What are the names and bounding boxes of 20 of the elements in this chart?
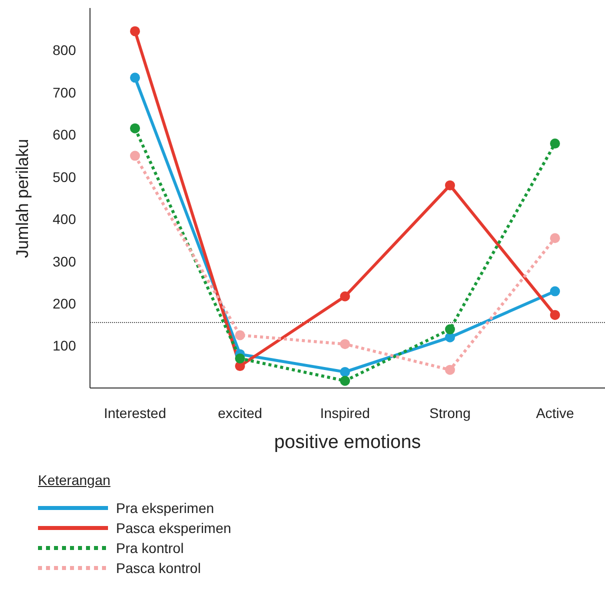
y-axis-title: Jumlah perilaku — [13, 138, 32, 258]
x-axis-title: positive emotions — [274, 432, 421, 453]
legend-label: Pasca eksperimen — [116, 520, 232, 536]
y-tick-label: 400 — [52, 211, 76, 228]
x-tick-label: Interested — [104, 404, 166, 421]
legend-label: Pra kontrol — [116, 540, 184, 556]
legend-title: Keterangan — [38, 472, 112, 488]
x-tick-label: Strong — [429, 404, 471, 421]
y-tick-label: 200 — [52, 296, 76, 312]
y-tick-label: 600 — [52, 126, 76, 143]
x-tick-label: Inspired — [320, 404, 370, 421]
legend-label: Pasca kontrol — [116, 560, 201, 576]
y-tick-label: 800 — [52, 42, 76, 58]
y-tick-label: 500 — [52, 168, 76, 185]
y-tick-label: 100 — [52, 338, 76, 354]
y-tick-label: 300 — [52, 253, 76, 270]
legend-label: Pra eksperimen — [116, 500, 214, 516]
y-tick-label: 700 — [52, 84, 76, 100]
x-tick-label: excited — [218, 404, 262, 421]
x-tick-label: Active — [536, 404, 574, 421]
